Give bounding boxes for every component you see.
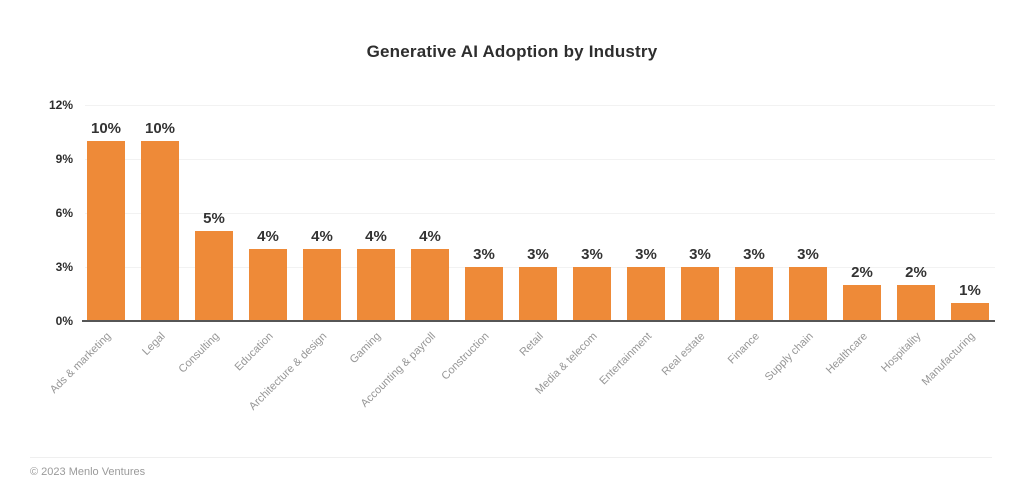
bar: 3% Construction <box>440 247 503 382</box>
x-category-label: Legal <box>140 330 168 358</box>
y-tick-label-3%: 3% <box>55 260 73 274</box>
x-category-label: Education <box>232 330 276 374</box>
bar-value-label: 3% <box>581 246 603 263</box>
bar-value-label: 4% <box>311 228 333 245</box>
y-tick-label-12%: 12% <box>48 98 73 112</box>
bar: 4% Gaming <box>348 229 395 366</box>
bar: 3% Retail <box>517 247 557 359</box>
x-category-label: Construction <box>439 330 492 383</box>
bar: 1% Manufacturing <box>920 283 989 388</box>
x-category-label: Healthcare <box>823 330 870 377</box>
bars-container: 10% Ads & marketing 10% Legal 5% Consulting 4%… <box>48 105 989 413</box>
x-category-label: Entertainment <box>596 330 654 388</box>
bar-value-label: 3% <box>689 246 711 263</box>
bar: 2% Healthcare <box>824 265 881 376</box>
bar-value-label: 3% <box>743 246 765 263</box>
y-tick-label-6%: 6% <box>55 206 73 220</box>
gridline-12% <box>85 105 995 106</box>
y-tick-label-0%: 0% <box>55 314 73 328</box>
x-category-label: Supply chain <box>762 330 816 384</box>
bar-value-label: 4% <box>365 228 387 245</box>
x-axis-line <box>82 320 995 322</box>
x-category-label: Manufacturing <box>919 330 978 389</box>
bar-value-label: 3% <box>635 246 657 263</box>
bar-value-label: 2% <box>905 264 927 281</box>
gridline-9% <box>85 159 995 160</box>
bar: 4% Architecture & design <box>247 229 341 413</box>
bar: 5% Consulting <box>177 211 233 376</box>
x-category-label: Consulting <box>176 330 222 376</box>
gridline-6% <box>85 213 995 214</box>
bar: 2% Hospitality <box>879 265 935 375</box>
bar-value-label: 1% <box>959 282 981 299</box>
bar-value-label: 4% <box>257 228 279 245</box>
bar: 10% Ads & marketing <box>48 121 125 396</box>
bar-value-label: 10% <box>144 120 176 137</box>
bar-value-label: 3% <box>797 246 819 263</box>
bar: 3% Media & telecom <box>533 247 611 397</box>
bar-value-label: 10% <box>90 120 122 137</box>
bar: 10% Legal <box>140 121 179 358</box>
bar-value-label: 3% <box>527 246 549 263</box>
x-category-label: Gaming <box>348 330 384 367</box>
x-category-label: Finance <box>725 330 762 367</box>
bar: 4% Education <box>233 229 287 373</box>
x-category-label: Real estate <box>659 330 708 379</box>
y-tick-label-9%: 9% <box>55 152 73 166</box>
bar: 3% Entertainment <box>597 247 665 387</box>
plot-area: 0% 3% 6% 9% 12% 10% Ads & marketing 10% Legal 5%… <box>48 99 995 413</box>
chart-title: Generative AI Adoption by Industry <box>366 42 658 61</box>
x-category-label: Ads & marketing <box>48 330 114 396</box>
bar: 3% Supply chain <box>763 247 827 383</box>
bar-value-label: 4% <box>419 228 441 245</box>
bar-value-label: 3% <box>473 246 495 263</box>
x-category-label: Media & telecom <box>533 330 600 397</box>
x-category-label: Hospitality <box>879 330 924 375</box>
bar: 4% Accounting & payroll <box>358 229 449 410</box>
bar-value-label: 2% <box>851 264 873 281</box>
bar: 3% Finance <box>726 247 773 366</box>
footer-divider <box>30 457 992 458</box>
bar-value-label: 5% <box>203 210 225 227</box>
copyright-text: © 2023 Menlo Ventures <box>30 466 146 478</box>
x-category-label: Retail <box>517 330 546 359</box>
bar: 3% Real estate <box>660 247 719 378</box>
